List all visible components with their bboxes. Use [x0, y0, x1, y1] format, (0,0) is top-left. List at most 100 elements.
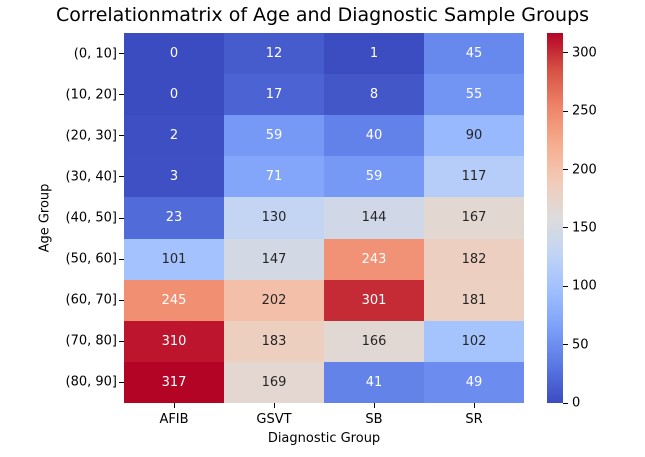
- cell-value: 8: [369, 87, 379, 103]
- heatmap-cell: 181: [424, 279, 524, 321]
- heatmap-cell: 90: [424, 115, 524, 157]
- colorbar-tick-label: 150: [572, 220, 597, 236]
- cell-value: 169: [261, 374, 287, 390]
- cell-value: 90: [465, 128, 483, 144]
- heatmap-cell: 0: [124, 33, 224, 75]
- heatmap-cell: 167: [424, 197, 524, 239]
- y-tick-mark: [119, 135, 124, 137]
- cell-value: 301: [361, 292, 387, 308]
- y-tick-label: (20, 30]: [65, 128, 118, 144]
- cell-value: 317: [161, 374, 187, 390]
- heatmap-cell: 71: [224, 156, 324, 198]
- cell-value: 49: [465, 374, 483, 390]
- cell-value: 40: [365, 128, 383, 144]
- y-tick-mark: [119, 299, 124, 301]
- heatmap-cell: 40: [324, 115, 424, 157]
- y-tick-label: (30, 40]: [65, 169, 118, 185]
- heatmap-cell: 12: [224, 33, 324, 75]
- cell-value: 243: [361, 251, 387, 267]
- cell-value: 59: [265, 128, 283, 144]
- heatmap-cell: 101: [124, 238, 224, 280]
- heatmap-grid: 0 12 1 45 0 17 8 55 2 59 40 90 3 71 59 117 23 130 144 167 10…: [124, 33, 524, 403]
- cell-value: 166: [361, 333, 387, 349]
- x-tick-label: SB: [365, 412, 383, 427]
- heatmap-cell: 1: [324, 33, 424, 75]
- heatmap-cell: 202: [224, 279, 324, 321]
- heatmap-cell: 8: [324, 74, 424, 116]
- cell-value: 71: [265, 169, 283, 185]
- colorbar-tick-label: 50: [572, 337, 589, 353]
- cell-value: 17: [265, 87, 283, 103]
- cell-value: 167: [461, 210, 487, 226]
- heatmap-cell: 182: [424, 238, 524, 280]
- colorbar-tick-label: 200: [572, 162, 597, 178]
- heatmap-cell: 301: [324, 279, 424, 321]
- cell-value: 59: [365, 169, 383, 185]
- heatmap-cell: 166: [324, 320, 424, 362]
- x-tick-label: AFIB: [159, 412, 189, 427]
- cell-value: 0: [169, 46, 179, 62]
- x-tick-label: SR: [465, 412, 483, 427]
- y-tick-mark: [119, 340, 124, 342]
- heatmap-cell: 3: [124, 156, 224, 198]
- colorbar-tick-mark: [563, 402, 568, 404]
- heatmap-cell: 102: [424, 320, 524, 362]
- x-tick-mark: [173, 403, 175, 408]
- cell-value: 310: [161, 333, 187, 349]
- y-tick-label: (0, 10]: [73, 46, 117, 62]
- heatmap-cell: 169: [224, 361, 324, 403]
- heatmap-cell: 117: [424, 156, 524, 198]
- y-tick-mark: [119, 53, 124, 55]
- cell-value: 117: [461, 169, 487, 185]
- y-tick-mark: [119, 381, 124, 383]
- heatmap-cell: 183: [224, 320, 324, 362]
- heatmap-cell: 147: [224, 238, 324, 280]
- heatmap-cell: 144: [324, 197, 424, 239]
- heatmap-cell: 243: [324, 238, 424, 280]
- x-tick-mark: [373, 403, 375, 408]
- heatmap-cell: 245: [124, 279, 224, 321]
- cell-value: 3: [169, 169, 179, 185]
- cell-value: 45: [465, 46, 483, 62]
- colorbar-tick-mark: [563, 169, 568, 171]
- cell-value: 183: [261, 333, 287, 349]
- x-tick-label: GSVT: [256, 412, 292, 427]
- colorbar-tick-label: 300: [572, 45, 597, 61]
- colorbar-tick-label: 0: [572, 395, 581, 411]
- cell-value: 1: [369, 46, 379, 62]
- heatmap-cell: 59: [224, 115, 324, 157]
- y-tick-label: (60, 70]: [65, 292, 118, 308]
- cell-value: 23: [165, 210, 183, 226]
- chart-title: Correlationmatrix of Age and Diagnostic …: [55, 4, 590, 26]
- y-tick-mark: [119, 176, 124, 178]
- heatmap-cell: 130: [224, 197, 324, 239]
- colorbar: [547, 33, 563, 403]
- colorbar-tick-label: 250: [572, 103, 597, 119]
- colorbar-tick-mark: [563, 227, 568, 229]
- x-tick-mark: [273, 403, 275, 408]
- colorbar-tick-mark: [563, 110, 568, 112]
- x-tick-mark: [473, 403, 475, 408]
- heatmap-cell: 59: [324, 156, 424, 198]
- cell-value: 144: [361, 210, 387, 226]
- cell-value: 55: [465, 87, 483, 103]
- heatmap-cell: 317: [124, 361, 224, 403]
- cell-value: 101: [161, 251, 187, 267]
- y-tick-label: (10, 20]: [65, 87, 118, 103]
- colorbar-tick-label: 100: [572, 278, 597, 294]
- y-tick-label: (50, 60]: [65, 251, 118, 267]
- y-axis-label: Age Group: [37, 183, 53, 253]
- cell-value: 202: [261, 292, 287, 308]
- heatmap-cell: 23: [124, 197, 224, 239]
- heatmap-cell: 0: [124, 74, 224, 116]
- heatmap-cell: 17: [224, 74, 324, 116]
- heatmap-cell: 310: [124, 320, 224, 362]
- y-tick-label: (80, 90]: [65, 374, 118, 390]
- cell-value: 181: [461, 292, 487, 308]
- heatmap-cell: 55: [424, 74, 524, 116]
- heatmap-cell: 49: [424, 361, 524, 403]
- cell-value: 41: [365, 374, 383, 390]
- y-tick-mark: [119, 94, 124, 96]
- y-tick-label: (40, 50]: [65, 210, 118, 226]
